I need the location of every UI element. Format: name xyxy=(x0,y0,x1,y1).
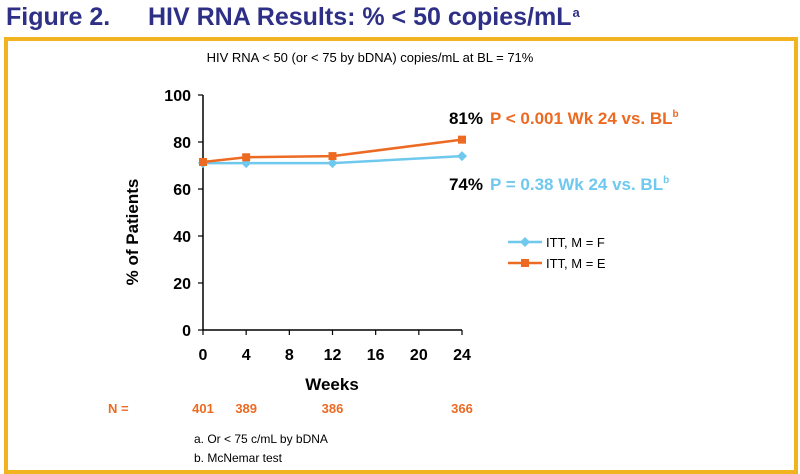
data-point xyxy=(458,135,466,144)
y-tick-label: 60 xyxy=(173,182,191,199)
data-point xyxy=(199,157,207,166)
x-tick-label: 24 xyxy=(453,347,471,364)
legend-label: ITT, M = E xyxy=(546,256,606,271)
annotation-lower-pvalue: P = 0.38 Wk 24 vs. BLb xyxy=(490,175,669,194)
x-axis-label: Weeks xyxy=(305,375,359,394)
footnote-b: b. McNemar test xyxy=(194,451,283,465)
annotation-upper-pvalue: P < 0.001 Wk 24 vs. BLb xyxy=(490,109,679,128)
x-tick-label: 20 xyxy=(410,347,428,364)
annotation-lower-text: P = 0.38 Wk 24 vs. BL xyxy=(490,175,663,194)
n-value: 389 xyxy=(235,401,257,416)
chart-axes: 0 20 40 60 80 100 0 4 8 12 16 20 24 xyxy=(164,88,471,364)
n-value: 366 xyxy=(451,401,473,416)
x-tick-label: 8 xyxy=(285,347,294,364)
y-tick-label: 80 xyxy=(173,135,191,152)
n-row: N = 401 389 386 366 xyxy=(108,401,473,416)
figure-title-superscript: a xyxy=(572,5,580,20)
n-value: 401 xyxy=(192,401,214,416)
x-tick-label: 0 xyxy=(199,347,208,364)
series-layer xyxy=(198,135,467,169)
series-itt-m-e xyxy=(199,135,466,166)
series-line xyxy=(202,138,463,164)
chart-subtitle: HIV RNA < 50 (or < 75 by bDNA) copies/mL… xyxy=(207,50,534,65)
data-point xyxy=(457,151,467,162)
y-tick-label: 100 xyxy=(164,88,191,105)
figure-title: HIV RNA Results: % < 50 copies/mLa xyxy=(148,3,580,32)
figure-title-text: HIV RNA Results: % < 50 copies/mL xyxy=(148,3,572,31)
y-tick-label: 20 xyxy=(173,276,191,293)
annotation-lower-sup: b xyxy=(663,175,669,186)
data-point xyxy=(327,158,338,169)
figure-frame xyxy=(4,37,798,474)
legend-marker xyxy=(520,237,530,247)
y-tick-label: 40 xyxy=(173,229,191,246)
x-tick-label: 16 xyxy=(367,347,385,364)
legend-marker xyxy=(521,259,529,267)
chart-legend: ITT, M = F ITT, M = E xyxy=(508,235,606,271)
footnotes: a. Or < 75 c/mL by bDNA b. McNemar test xyxy=(194,430,328,468)
annotation-upper-value: 81% xyxy=(449,109,483,128)
data-point xyxy=(242,153,251,162)
annotation-lower-value: 74% xyxy=(449,175,483,194)
figure-header: Figure 2. HIV RNA Results: % < 50 copies… xyxy=(0,0,800,40)
y-axis-label: % of Patients xyxy=(123,179,142,286)
footnote-a: a. Or < 75 c/mL by bDNA xyxy=(194,432,328,446)
data-point xyxy=(328,152,337,161)
figure-label: Figure 2. xyxy=(6,3,111,31)
x-tick-label: 12 xyxy=(324,347,342,364)
n-row-label: N = xyxy=(108,401,129,416)
annotation-upper-sup: b xyxy=(673,109,679,120)
n-value: 386 xyxy=(322,401,344,416)
annotation-upper-text: P < 0.001 Wk 24 vs. BL xyxy=(490,109,673,128)
legend-label: ITT, M = F xyxy=(546,235,605,250)
x-tick-label: 4 xyxy=(242,347,251,364)
y-tick-label: 0 xyxy=(182,323,191,340)
series-line xyxy=(203,154,463,165)
